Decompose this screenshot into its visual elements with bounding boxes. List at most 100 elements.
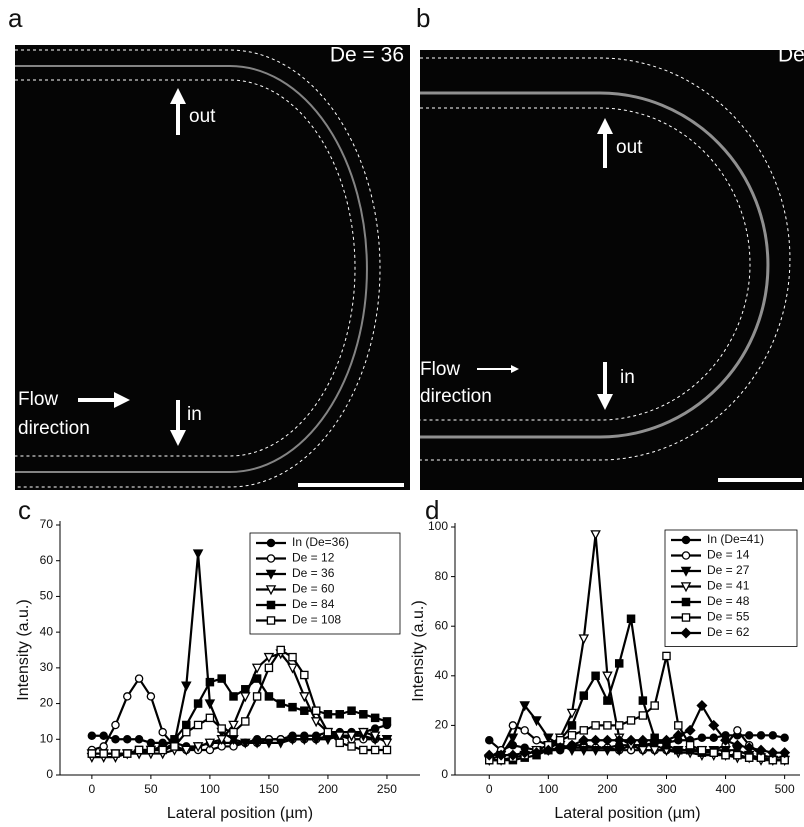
legend-label: De = 41 [707, 579, 750, 593]
marker [674, 721, 683, 730]
marker [680, 582, 692, 593]
marker [217, 724, 226, 733]
marker [721, 750, 730, 760]
marker [681, 597, 691, 607]
legend-label: In (De=41) [707, 532, 764, 546]
x-tick-label: 300 [656, 782, 676, 796]
marker [614, 721, 624, 730]
marker [638, 696, 648, 705]
flow-label: Flow [420, 359, 460, 380]
marker [579, 726, 589, 735]
marker [381, 738, 393, 749]
marker [181, 681, 192, 692]
marker [263, 738, 275, 749]
marker [111, 749, 120, 758]
marker [532, 736, 541, 745]
marker [134, 674, 144, 683]
marker [263, 652, 275, 663]
marker [146, 745, 156, 755]
marker [720, 734, 732, 746]
marker [590, 745, 601, 756]
marker [359, 745, 368, 755]
marker [204, 738, 216, 749]
marker [170, 742, 179, 751]
marker [696, 700, 708, 712]
marker [346, 731, 357, 742]
marker [684, 724, 696, 736]
marker [519, 701, 530, 712]
legend-label: De = 14 [707, 548, 750, 562]
marker [591, 671, 600, 681]
marker [229, 727, 238, 737]
marker [111, 720, 120, 730]
marker [358, 727, 369, 738]
x-tick-label: 250 [377, 782, 397, 796]
marker [591, 721, 600, 730]
marker [731, 739, 743, 751]
panel-label: c [18, 495, 31, 525]
marker [507, 733, 519, 744]
marker [382, 717, 392, 726]
marker [578, 634, 590, 645]
marker [251, 663, 263, 674]
marker [288, 652, 297, 662]
marker [660, 734, 673, 746]
marker [334, 731, 346, 742]
series [483, 701, 790, 766]
marker [264, 692, 274, 701]
x-tick-label: 200 [597, 782, 617, 796]
series [87, 645, 392, 758]
legend-label: De = 12 [292, 551, 335, 565]
de-label: De = 41 [778, 44, 804, 67]
x-tick-label: 150 [259, 782, 279, 796]
marker [578, 745, 590, 756]
marker [370, 724, 380, 733]
marker [241, 717, 250, 726]
marker [579, 691, 589, 700]
y-tick-label: 0 [46, 767, 53, 781]
marker [251, 738, 263, 749]
marker [649, 745, 660, 756]
marker [299, 692, 310, 703]
marker [299, 735, 310, 746]
marker [99, 742, 108, 751]
marker [531, 716, 542, 727]
marker [602, 671, 613, 682]
marker [310, 735, 322, 746]
marker [192, 549, 204, 560]
marker [566, 708, 578, 719]
marker [146, 692, 156, 701]
legend-label: De = 36 [292, 566, 335, 580]
marker [626, 716, 636, 725]
marker [685, 740, 695, 750]
marker [193, 720, 203, 730]
flow-label: Flow [18, 389, 58, 410]
marker [483, 749, 495, 761]
marker [554, 742, 566, 754]
marker [252, 692, 262, 701]
y-axis-label: Intensity (a.u.) [410, 600, 427, 701]
x-tick-label: 0 [89, 782, 96, 796]
marker [287, 735, 298, 746]
marker [680, 627, 692, 639]
marker [649, 734, 661, 746]
marker [99, 731, 108, 740]
marker [603, 721, 612, 730]
legend-label: De = 62 [707, 625, 750, 639]
marker [134, 735, 144, 744]
marker [709, 748, 719, 757]
marker [347, 742, 356, 751]
marker [720, 745, 731, 756]
legend-label: In (De=36) [292, 535, 349, 549]
marker [779, 747, 791, 759]
marker [300, 706, 309, 715]
marker [99, 749, 108, 758]
marker [614, 659, 624, 668]
marker [697, 745, 707, 755]
legend-label: De = 84 [292, 597, 335, 611]
marker [252, 674, 262, 683]
panel-label: a [8, 3, 23, 33]
y-tick-label: 70 [40, 517, 54, 531]
legend-label: De = 27 [707, 563, 750, 577]
marker [780, 733, 789, 743]
